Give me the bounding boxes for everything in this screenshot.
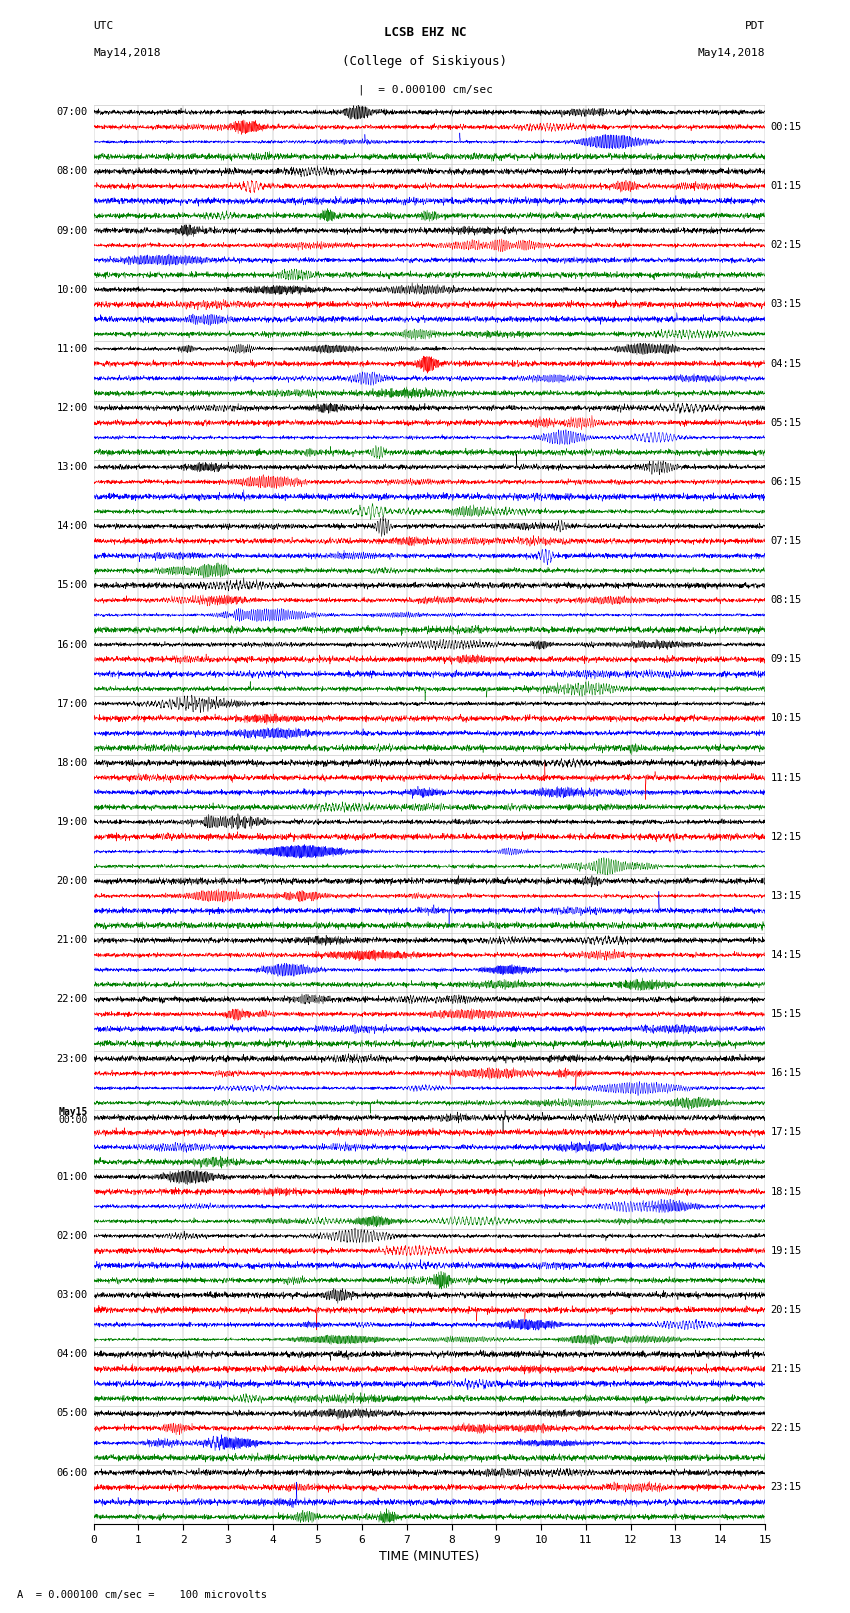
- Text: 15:15: 15:15: [771, 1010, 802, 1019]
- Text: 14:00: 14:00: [57, 521, 88, 531]
- Text: 01:15: 01:15: [771, 181, 802, 192]
- Text: 02:00: 02:00: [57, 1231, 88, 1240]
- Text: 19:00: 19:00: [57, 816, 88, 827]
- Text: 11:15: 11:15: [771, 773, 802, 782]
- Text: 13:00: 13:00: [57, 461, 88, 473]
- Text: 18:00: 18:00: [57, 758, 88, 768]
- Text: 05:15: 05:15: [771, 418, 802, 427]
- Text: 21:15: 21:15: [771, 1365, 802, 1374]
- Text: 14:15: 14:15: [771, 950, 802, 960]
- Text: 17:15: 17:15: [771, 1127, 802, 1137]
- Text: 09:00: 09:00: [57, 226, 88, 235]
- Text: 15:00: 15:00: [57, 581, 88, 590]
- Text: 16:15: 16:15: [771, 1068, 802, 1079]
- Text: 04:15: 04:15: [771, 358, 802, 369]
- Text: 07:00: 07:00: [57, 106, 88, 118]
- Text: 10:15: 10:15: [771, 713, 802, 724]
- Text: 06:15: 06:15: [771, 477, 802, 487]
- Text: 05:00: 05:00: [57, 1408, 88, 1418]
- Text: 20:00: 20:00: [57, 876, 88, 886]
- Text: LCSB EHZ NC: LCSB EHZ NC: [383, 26, 467, 39]
- Text: |  = 0.000100 cm/sec: | = 0.000100 cm/sec: [358, 84, 492, 95]
- Text: 03:15: 03:15: [771, 300, 802, 310]
- Text: 23:15: 23:15: [771, 1482, 802, 1492]
- Text: A  = 0.000100 cm/sec =    100 microvolts: A = 0.000100 cm/sec = 100 microvolts: [17, 1590, 267, 1600]
- Text: 23:00: 23:00: [57, 1053, 88, 1063]
- Text: 06:00: 06:00: [57, 1468, 88, 1478]
- Text: 12:15: 12:15: [771, 832, 802, 842]
- Text: 00:00: 00:00: [59, 1115, 88, 1124]
- Text: 12:00: 12:00: [57, 403, 88, 413]
- Text: 22:00: 22:00: [57, 994, 88, 1005]
- Text: 17:00: 17:00: [57, 698, 88, 708]
- Text: 10:00: 10:00: [57, 284, 88, 295]
- Text: UTC: UTC: [94, 21, 114, 31]
- Text: 02:15: 02:15: [771, 240, 802, 250]
- Text: 08:15: 08:15: [771, 595, 802, 605]
- Text: 01:00: 01:00: [57, 1171, 88, 1182]
- Text: 22:15: 22:15: [771, 1423, 802, 1434]
- Text: 11:00: 11:00: [57, 344, 88, 353]
- Text: 07:15: 07:15: [771, 536, 802, 547]
- Text: May14,2018: May14,2018: [698, 48, 765, 58]
- X-axis label: TIME (MINUTES): TIME (MINUTES): [379, 1550, 479, 1563]
- Text: 20:15: 20:15: [771, 1305, 802, 1315]
- Text: 13:15: 13:15: [771, 890, 802, 902]
- Text: 04:00: 04:00: [57, 1348, 88, 1360]
- Text: 19:15: 19:15: [771, 1245, 802, 1257]
- Text: 00:15: 00:15: [771, 123, 802, 132]
- Text: 03:00: 03:00: [57, 1290, 88, 1300]
- Text: May14,2018: May14,2018: [94, 48, 161, 58]
- Text: 08:00: 08:00: [57, 166, 88, 176]
- Text: PDT: PDT: [745, 21, 765, 31]
- Text: 21:00: 21:00: [57, 936, 88, 945]
- Text: 16:00: 16:00: [57, 639, 88, 650]
- Text: (College of Siskiyous): (College of Siskiyous): [343, 55, 507, 68]
- Text: May15: May15: [59, 1108, 88, 1118]
- Text: 09:15: 09:15: [771, 655, 802, 665]
- Text: 18:15: 18:15: [771, 1187, 802, 1197]
